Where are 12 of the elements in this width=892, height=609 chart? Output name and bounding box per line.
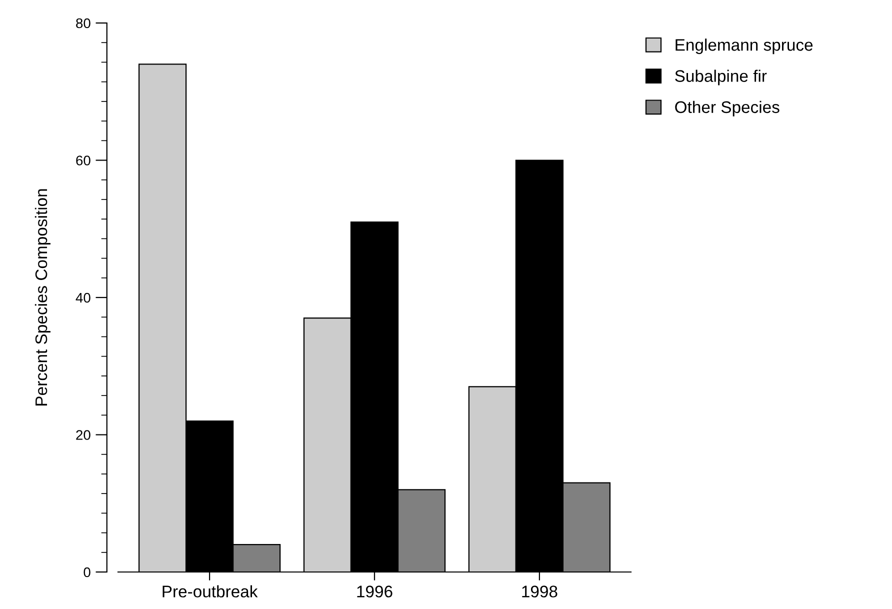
legend-label: Englemann spruce [676, 38, 813, 54]
y-tick-label: 60 [76, 156, 90, 166]
y-tick-label: 20 [76, 430, 90, 440]
y-tick-label: 80 [76, 18, 90, 28]
y-axis-title: Percent Species Composition [34, 189, 50, 406]
x-tick-label: 1998 [522, 586, 558, 598]
y-tick-label: 40 [76, 292, 90, 303]
legend-label: Other Species [675, 100, 780, 116]
legend-label: Subalpine fir [675, 70, 767, 86]
x-tick-label: Pre-outbreak [162, 585, 258, 598]
x-tick-label: 1996 [357, 586, 392, 598]
y-tick-label: 0 [84, 567, 90, 578]
